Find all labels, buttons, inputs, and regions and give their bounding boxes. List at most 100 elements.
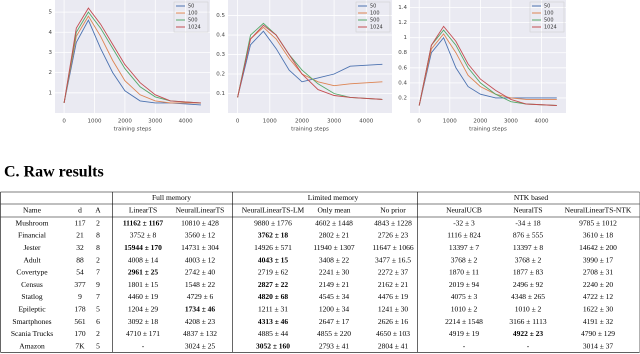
x-tick-label: 2000 — [473, 119, 487, 125]
table-cell: 4191 ± 32 — [583, 317, 614, 326]
legend-box — [355, 1, 391, 33]
y-tick-label: 0.6 — [398, 65, 407, 71]
table-cell: 3610 ± 18 — [583, 231, 614, 240]
table-cell: 14642 ± 200 — [579, 243, 617, 252]
table-cell: 4820 ± 68 — [258, 292, 289, 301]
table-cell: 14926 ± 571 — [254, 243, 292, 252]
table-cell: 13397 ± 8 — [513, 243, 544, 252]
line-series — [418, 33, 557, 106]
table-cell: 3166 ± 1113 — [509, 317, 547, 326]
table-cell: 2240 ± 20 — [583, 280, 614, 289]
table-cell: 2 — [96, 218, 100, 227]
table-cell: 3014 ± 37 — [583, 341, 614, 350]
table-cell: 2019 ± 94 — [449, 280, 480, 289]
table-cell: Statlog — [21, 292, 43, 301]
y-tick-label: 3 — [49, 50, 53, 56]
table-cell: 1211 ± 31 — [258, 304, 288, 313]
line-series — [63, 7, 201, 104]
y-tick-label: 0.2 — [216, 72, 225, 78]
table-cell: 4650 ± 103 — [376, 329, 410, 338]
table-cell: 4075 ± 3 — [451, 292, 478, 301]
table-cell: 9880 ± 1776 — [254, 218, 292, 227]
x-tick-label: 0 — [236, 119, 240, 125]
table-cell: 4790 ± 129 — [581, 329, 615, 338]
legend-label: 100 — [188, 11, 198, 17]
legend-label: 50 — [544, 4, 550, 10]
x-tick-label: 3000 — [327, 119, 341, 125]
table-cell: 9 — [96, 280, 100, 289]
table-cell: 2726 ± 23 — [378, 231, 409, 240]
table-cell: 2496 ± 92 — [513, 280, 544, 289]
table-cell: 4602 ± 1448 — [315, 218, 353, 227]
table-cell: 14731 ± 304 — [181, 243, 219, 252]
table-cell: - — [463, 341, 466, 350]
table-cell: 4710 ± 171 — [126, 329, 160, 338]
legend-label: 100 — [370, 11, 380, 17]
table-cell: 4003 ± 12 — [185, 255, 216, 264]
plot-area — [228, 0, 392, 113]
table-cell: 1241 ± 30 — [378, 304, 409, 313]
table-cell: 3762 ± 18 — [258, 231, 289, 240]
table-cell: 4348 ± 265 — [511, 292, 545, 301]
x-tick-label: 2000 — [295, 119, 309, 125]
table-cell: 11940 ± 1307 — [313, 243, 355, 252]
line-series — [63, 15, 201, 104]
table-cell: 4208 ± 23 — [185, 317, 216, 326]
legend-label: 100 — [544, 11, 554, 17]
table-cell: 3408 ± 22 — [319, 255, 350, 264]
table-cell: 4008 ± 14 — [128, 255, 159, 264]
table-cell: 4837 ± 132 — [183, 329, 217, 338]
table-cell: 11647 ± 1066 — [372, 243, 414, 252]
table-cell: 4545 ± 34 — [319, 292, 350, 301]
table-cell: 4476 ± 19 — [378, 292, 409, 301]
column-header: NeuralTS — [513, 206, 542, 215]
x-tick-label: 0 — [62, 119, 66, 125]
table-cell: 377 — [74, 280, 86, 289]
column-header: NeuralLinearTS-LM — [242, 206, 305, 215]
column-header: NeuralLinearTS-NTK — [565, 206, 632, 215]
table-cell: 2214 ± 1548 — [445, 317, 483, 326]
table-cell: 2647 ± 17 — [319, 317, 350, 326]
line-series — [237, 26, 383, 98]
legend-label: 1024 — [188, 25, 201, 31]
line-series — [237, 24, 383, 100]
table-cell: 3560 ± 12 — [185, 231, 216, 240]
table-cell: Mushroom — [16, 218, 49, 227]
table-cell: 1010 ± 2 — [451, 304, 478, 313]
column-header: Name — [23, 206, 42, 215]
group-header: Full memory — [152, 193, 191, 202]
table-cell: 4722 ± 12 — [583, 292, 614, 301]
table-cell: 2802 ± 21 — [319, 231, 350, 240]
table-cell: 2793 ± 41 — [319, 341, 350, 350]
legend-box — [529, 1, 565, 33]
table-cell: 7 — [96, 268, 100, 277]
table-cell: 1870 ± 11 — [449, 268, 479, 277]
table-cell: 1548 ± 22 — [185, 280, 216, 289]
line-series — [418, 36, 557, 106]
table-cell: 4922 ± 23 — [513, 329, 544, 338]
table-cell: 7K — [75, 341, 85, 350]
table-cell: 2626 ± 16 — [378, 317, 409, 326]
table-cell: 2804 ± 41 — [378, 341, 409, 350]
table-cell: 178 — [74, 304, 86, 313]
table-cell: Amazon — [19, 341, 45, 350]
column-header: NeuralLinearTS — [176, 206, 225, 215]
column-header: NeuralUCB — [446, 206, 482, 215]
table-cell: -34 ± 18 — [515, 218, 541, 227]
table-cell: 1204 ± 29 — [128, 304, 159, 313]
table-cell: 32 — [76, 243, 84, 252]
table-cell: 3024 ± 25 — [185, 341, 216, 350]
table-cell: 10810 ± 428 — [181, 218, 219, 227]
x-tick-label: 1000 — [443, 119, 457, 125]
column-header: LinearTS — [129, 206, 157, 215]
table-cell: 4843 ± 1228 — [374, 218, 412, 227]
x-tick-label: 1000 — [263, 119, 277, 125]
group-header: NTK based — [514, 193, 549, 202]
table-cell: 4729 ± 6 — [187, 292, 214, 301]
y-tick-label: 5 — [49, 10, 53, 16]
legend-label: 1024 — [544, 25, 557, 31]
table-cell: 1116 ± 824 — [447, 231, 481, 240]
table-cell: 54 — [76, 268, 84, 277]
table-cell: 4855 ± 220 — [317, 329, 351, 338]
